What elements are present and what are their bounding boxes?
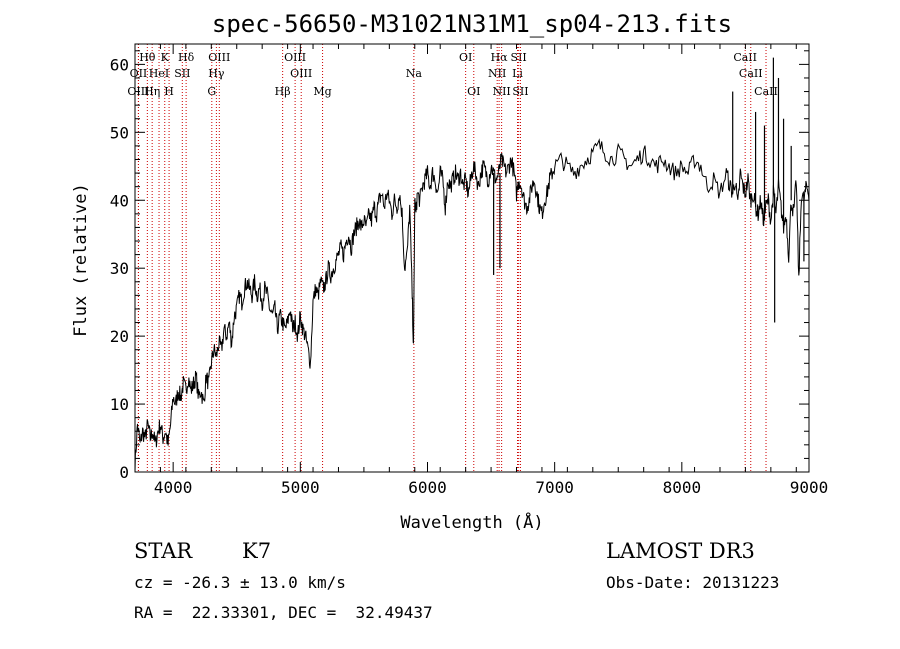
object-subclass: K7 (242, 539, 272, 563)
line-label: CaII (733, 51, 757, 64)
x-tick-label: 5000 (281, 478, 320, 497)
plot-frame (134, 43, 810, 473)
line-label: Na (406, 67, 423, 80)
line-label: SII (511, 51, 527, 64)
y-tick-label: 60 (110, 55, 129, 74)
survey-name: LAMOST DR3 (606, 539, 755, 563)
line-label: OIII (208, 51, 230, 64)
x-axis-label: Wavelength (Å) (400, 511, 543, 533)
spectrum-line (134, 138, 810, 473)
observation-date: Obs-Date: 20131223 (606, 573, 780, 592)
line-label: Mg (313, 85, 331, 98)
x-tick-label: 4000 (154, 478, 193, 497)
y-tick-label: 40 (110, 191, 129, 210)
line-label: H (164, 85, 174, 98)
line-label: Hα (491, 51, 509, 64)
y-tick-label: 50 (110, 123, 129, 142)
y-tick-label: 0 (119, 463, 129, 482)
y-axis-label: Flux (relative) (71, 183, 91, 337)
redshift-velocity: cz = -26.3 ± 13.0 km/s (134, 573, 346, 592)
line-label: HeI (149, 67, 169, 80)
x-tick-label: 6000 (408, 478, 447, 497)
line-label: SII (174, 67, 190, 80)
line-label: OI (459, 51, 472, 64)
x-tick-label: 7000 (535, 478, 574, 497)
line-label: CaII (739, 67, 763, 80)
line-label: G (207, 85, 216, 98)
line-label: OIII (284, 51, 306, 64)
line-label: Li (512, 67, 523, 80)
line-label: OIII (290, 67, 312, 80)
line-label: CaII (754, 85, 778, 98)
line-label: NII (488, 67, 506, 80)
y-tick-label: 10 (110, 395, 129, 414)
line-label: Hβ (275, 85, 291, 98)
spectrum-features (493, 57, 805, 323)
object-class: STAR (134, 539, 193, 563)
x-tick-label: 8000 (663, 478, 702, 497)
line-label: Hδ (178, 51, 195, 64)
x-tick-label: 9000 (790, 478, 829, 497)
y-tick-label: 30 (110, 259, 129, 278)
line-label: OII (130, 67, 148, 80)
coordinates: RA = 22.33301, DEC = 32.49437 (134, 603, 433, 622)
line-label: K (161, 51, 170, 64)
line-label: NII (492, 85, 510, 98)
line-label: OI (467, 85, 480, 98)
axes: 4000 5000 6000 7000 8000 9000 0 10 20 30 40 50 60 (110, 44, 829, 497)
chart-title: spec-56650-M31021N31M1_sp04-213.fits (212, 10, 732, 38)
y-tick-label: 20 (110, 327, 129, 346)
line-label: Hθ (139, 51, 156, 64)
line-label: Hγ (208, 67, 225, 80)
line-label: Hη (144, 85, 160, 98)
line-label: SII (512, 85, 528, 98)
